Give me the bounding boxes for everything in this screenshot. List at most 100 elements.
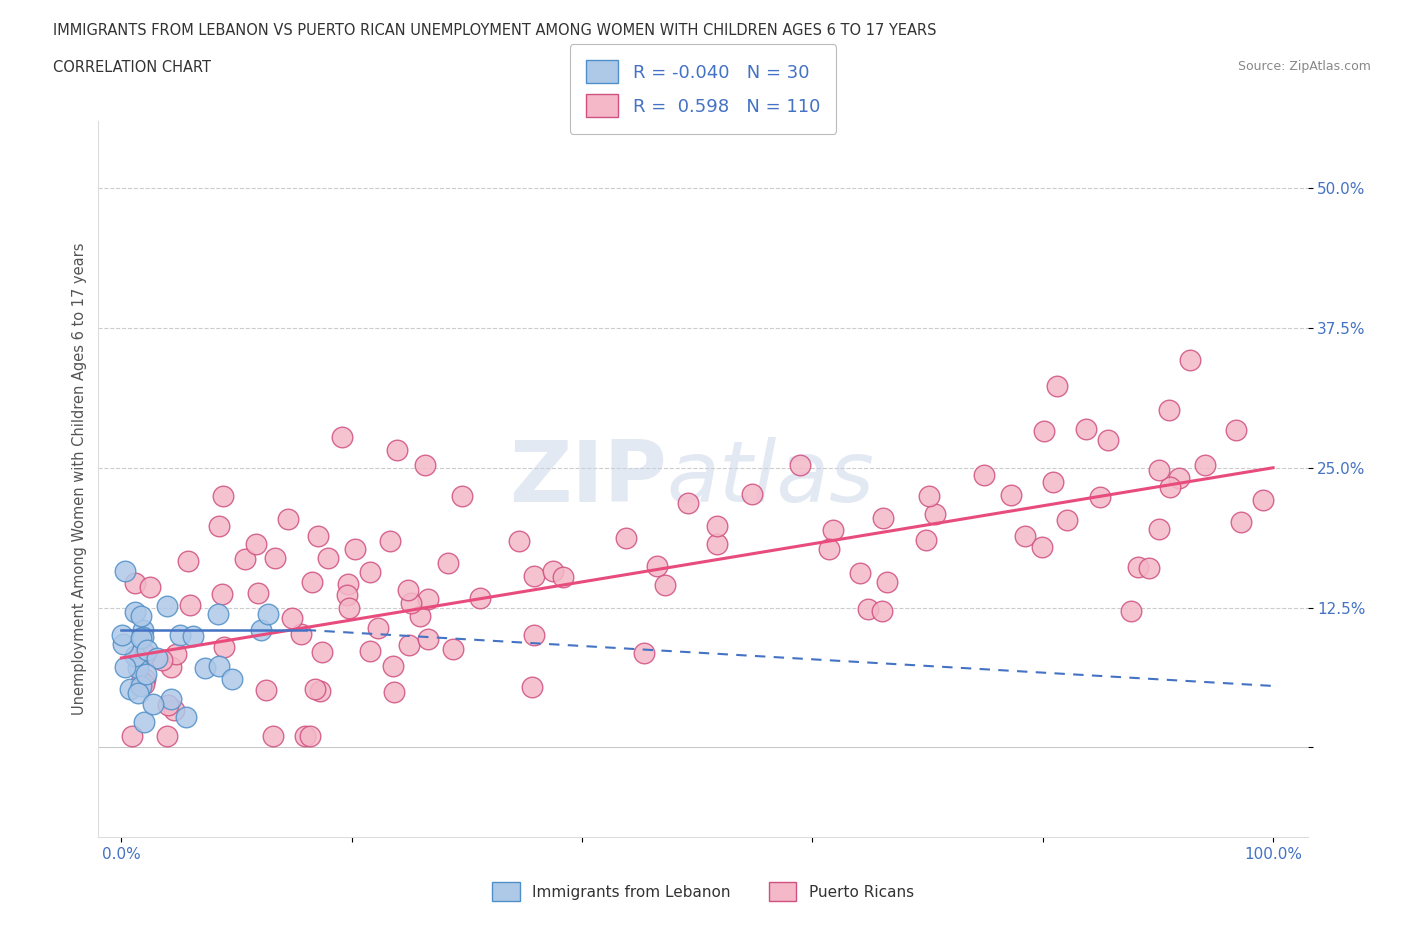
Point xyxy=(254,683,277,698)
Point xyxy=(134,677,156,692)
Point xyxy=(160,692,183,707)
Point xyxy=(257,607,280,622)
Point xyxy=(915,532,938,547)
Point xyxy=(1128,560,1150,575)
Point xyxy=(135,666,157,681)
Point xyxy=(1042,475,1064,490)
Point xyxy=(396,583,419,598)
Point xyxy=(523,568,546,583)
Point xyxy=(262,729,284,744)
Point xyxy=(1088,490,1111,505)
Point xyxy=(155,729,177,744)
Point xyxy=(398,638,420,653)
Point xyxy=(277,512,299,526)
Point xyxy=(1056,512,1078,527)
Point xyxy=(399,595,422,610)
Point xyxy=(129,675,152,690)
Point xyxy=(247,586,270,601)
Point xyxy=(633,645,655,660)
Point xyxy=(520,680,543,695)
Point xyxy=(1076,421,1098,436)
Point xyxy=(165,647,187,662)
Point xyxy=(849,565,872,580)
Point xyxy=(385,443,408,458)
Point xyxy=(1000,487,1022,502)
Point xyxy=(918,489,941,504)
Point xyxy=(367,620,389,635)
Point xyxy=(1014,528,1036,543)
Point xyxy=(142,697,165,711)
Point xyxy=(409,608,432,623)
Point xyxy=(174,710,197,724)
Point xyxy=(134,672,156,687)
Point xyxy=(131,674,153,689)
Point xyxy=(264,551,287,565)
Point xyxy=(418,591,440,606)
Legend: R = -0.040   N = 30, R =  0.598   N = 110: R = -0.040 N = 30, R = 0.598 N = 110 xyxy=(569,44,837,134)
Point xyxy=(553,570,575,585)
Point xyxy=(134,646,156,661)
Point xyxy=(221,671,243,686)
Point xyxy=(160,659,183,674)
Text: ZIP: ZIP xyxy=(509,437,666,521)
Point xyxy=(1031,539,1053,554)
Point xyxy=(250,623,273,638)
Point xyxy=(304,682,326,697)
Text: CORRELATION CHART: CORRELATION CHART xyxy=(53,60,211,75)
Point xyxy=(290,627,312,642)
Point xyxy=(523,628,546,643)
Point xyxy=(114,660,136,675)
Point xyxy=(336,588,359,603)
Point xyxy=(132,623,155,638)
Point xyxy=(214,640,236,655)
Point xyxy=(359,565,381,579)
Point xyxy=(821,523,844,538)
Point xyxy=(382,658,405,673)
Point xyxy=(789,458,811,472)
Point xyxy=(1097,432,1119,447)
Point xyxy=(131,631,153,645)
Point xyxy=(706,537,728,551)
Point xyxy=(876,574,898,589)
Point xyxy=(301,575,323,590)
Point xyxy=(382,685,405,700)
Point xyxy=(131,608,153,623)
Point xyxy=(817,542,839,557)
Point xyxy=(441,641,464,656)
Point xyxy=(120,682,142,697)
Point xyxy=(870,604,893,618)
Point xyxy=(872,511,894,525)
Point xyxy=(330,430,353,445)
Point xyxy=(1119,604,1142,618)
Point xyxy=(245,536,267,551)
Point xyxy=(139,579,162,594)
Point xyxy=(1147,522,1170,537)
Point xyxy=(741,487,763,502)
Point xyxy=(212,488,235,503)
Point xyxy=(124,648,146,663)
Y-axis label: Unemployment Among Women with Children Ages 6 to 17 years: Unemployment Among Women with Children A… xyxy=(72,243,87,715)
Point xyxy=(654,578,676,592)
Point xyxy=(127,661,149,676)
Point xyxy=(307,529,329,544)
Point xyxy=(1168,471,1191,485)
Point xyxy=(311,644,333,659)
Point xyxy=(1225,422,1247,437)
Point xyxy=(136,643,159,658)
Point xyxy=(359,644,381,658)
Point xyxy=(208,658,231,673)
Text: Source: ZipAtlas.com: Source: ZipAtlas.com xyxy=(1237,60,1371,73)
Point xyxy=(121,729,143,744)
Point xyxy=(294,729,316,744)
Point xyxy=(179,598,201,613)
Point xyxy=(647,559,669,574)
Point xyxy=(378,534,401,549)
Point xyxy=(111,637,134,652)
Point xyxy=(132,630,155,644)
Point xyxy=(1032,424,1054,439)
Point xyxy=(132,714,155,729)
Point xyxy=(309,684,332,698)
Point xyxy=(1230,515,1253,530)
Point xyxy=(207,607,229,622)
Point xyxy=(176,553,198,568)
